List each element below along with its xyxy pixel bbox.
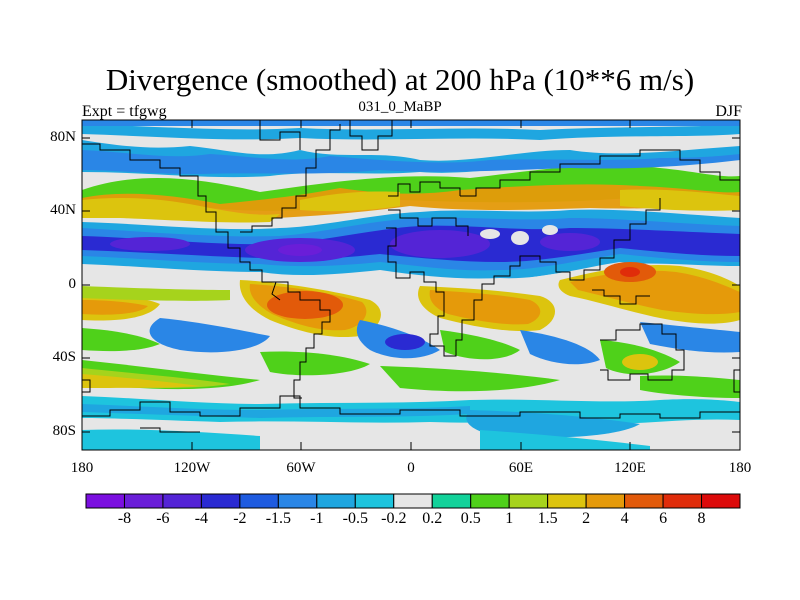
colorbar-box [239, 493, 279, 509]
colorbar-label: 0.5 [460, 510, 481, 527]
continent-outlines [82, 120, 740, 433]
colorbar-label: -6 [156, 510, 170, 527]
colorbar-label: 1.5 [537, 510, 558, 527]
lat-label-0: 0 [68, 276, 77, 292]
colorbar-box [200, 493, 241, 509]
colorbar-box [701, 493, 741, 509]
map-title: Divergence (smoothed) at 200 hPa (10**6 … [105, 62, 695, 97]
colorbar-box [123, 493, 164, 509]
contour-fill [82, 120, 740, 450]
colorbar-label: -8 [117, 510, 132, 527]
colorbar-box [508, 493, 549, 509]
colorbar-label: 8 [697, 510, 706, 527]
lon-label-180e: 180 [728, 460, 752, 476]
colorbar [85, 493, 741, 509]
lon-label-180w: 180 [70, 460, 94, 476]
colorbar-label: 1 [505, 510, 514, 527]
colorbar-label: 6 [659, 510, 668, 527]
lat-label-40s: 40S [52, 349, 76, 365]
colorbar-box [470, 493, 510, 509]
colorbar-box [277, 493, 318, 509]
colorbar-label: -1 [310, 510, 324, 527]
axis-ticks [82, 120, 740, 450]
colorbar-box [85, 493, 125, 509]
experiment-label: Expt = tfgwg [82, 103, 167, 120]
colorbar-box [316, 493, 356, 509]
lon-label-120w: 120W [173, 460, 211, 476]
colorbar-box [585, 493, 626, 509]
colorbar-box [393, 493, 433, 509]
lat-label-80n: 80N [50, 129, 76, 145]
lat-label-40n: 40N [50, 202, 76, 218]
colorbar-box [662, 493, 703, 509]
colorbar-label: -1.5 [265, 510, 292, 527]
lon-label-0: 0 [407, 460, 415, 476]
lon-label-120e: 120E [614, 460, 646, 476]
colorbar-label: -2 [233, 510, 247, 527]
colorbar-label: 2 [582, 510, 591, 527]
colorbar-box [547, 493, 587, 509]
lon-label-60w: 60W [286, 460, 316, 476]
case-label: 031_0_MaBP [358, 99, 442, 115]
colorbar-label: 4 [620, 510, 629, 527]
lat-label-80s: 80S [52, 423, 76, 439]
colorbar-box [162, 493, 202, 509]
colorbar-label: -4 [194, 510, 209, 527]
colorbar-label: 0.2 [422, 510, 443, 527]
colorbar-label: -0.2 [381, 510, 407, 527]
lon-label-60e: 60E [508, 460, 534, 476]
colorbar-box [431, 493, 472, 509]
colorbar-box [624, 493, 664, 509]
colorbar-box [354, 493, 395, 509]
season-label: DJF [715, 103, 742, 120]
colorbar-label: -0.5 [342, 510, 368, 527]
